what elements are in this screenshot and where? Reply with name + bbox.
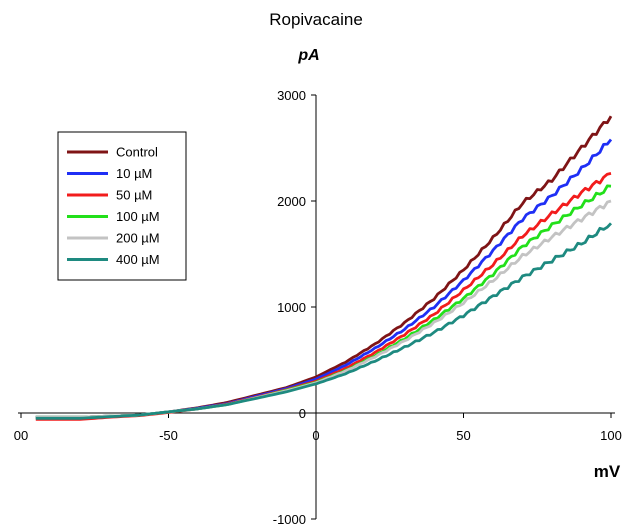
chart-title: Ropivacaine — [269, 10, 363, 29]
x-axis-unit: mV — [594, 462, 621, 481]
legend-label: 200 µM — [116, 231, 160, 246]
y-tick-label: -1000 — [273, 512, 306, 527]
y-tick-label: 3000 — [277, 88, 306, 103]
x-tick-label: -50 — [159, 428, 178, 443]
legend: Control 10 µM 50 µM 100 µM 200 µM 400 µM — [57, 131, 187, 281]
axes: 00 -50 0 50 100 3000 2000 1000 0 -1000 — [14, 88, 622, 527]
y-tick-label: 1000 — [277, 300, 306, 315]
legend-label: 400 µM — [116, 252, 160, 267]
series-lines — [35, 115, 613, 421]
legend-label: Control — [116, 145, 158, 160]
legend-label: 10 µM — [116, 166, 152, 181]
y-tick-label: 2000 — [277, 194, 306, 209]
y-axis-unit: pA — [297, 47, 319, 64]
x-tick-label: 100 — [600, 428, 622, 443]
legend-label: 50 µM — [116, 188, 152, 203]
series-line-5 — [35, 222, 613, 420]
x-tick-label: 00 — [14, 428, 28, 443]
x-tick-label: 0 — [312, 428, 319, 443]
legend-box — [57, 131, 187, 281]
x-tick-label: 50 — [456, 428, 470, 443]
y-tick-label: 0 — [299, 406, 306, 421]
legend-label: 100 µM — [116, 209, 160, 224]
